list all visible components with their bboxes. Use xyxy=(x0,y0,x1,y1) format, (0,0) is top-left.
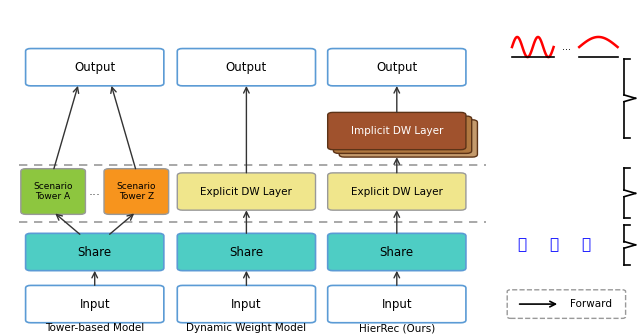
Text: Forward: Forward xyxy=(570,299,612,309)
FancyBboxPatch shape xyxy=(507,290,626,319)
FancyBboxPatch shape xyxy=(328,286,466,323)
Text: Scenario
Tower A: Scenario Tower A xyxy=(33,182,73,201)
Text: HierRec (Ours): HierRec (Ours) xyxy=(358,323,435,333)
Text: ...: ... xyxy=(562,42,571,52)
Text: Explicit DW Layer: Explicit DW Layer xyxy=(200,186,292,197)
Text: Input: Input xyxy=(79,298,110,310)
Text: Share: Share xyxy=(229,246,264,258)
Text: Input: Input xyxy=(381,298,412,310)
FancyBboxPatch shape xyxy=(177,286,316,323)
Text: Output: Output xyxy=(74,61,115,74)
Text: Dynamic Weight Model: Dynamic Weight Model xyxy=(186,323,307,333)
Text: Tower-based Model: Tower-based Model xyxy=(45,323,145,333)
Text: Share: Share xyxy=(380,246,414,258)
FancyBboxPatch shape xyxy=(26,48,164,86)
Text: Output: Output xyxy=(226,61,267,74)
Text: 🛍: 🛍 xyxy=(581,237,590,252)
FancyBboxPatch shape xyxy=(328,173,466,210)
Text: Explicit DW Layer: Explicit DW Layer xyxy=(351,186,443,197)
FancyBboxPatch shape xyxy=(328,233,466,271)
FancyBboxPatch shape xyxy=(104,169,169,214)
FancyBboxPatch shape xyxy=(333,116,472,154)
Text: Scenario
Tower Z: Scenario Tower Z xyxy=(116,182,156,201)
FancyBboxPatch shape xyxy=(20,169,86,214)
Text: Output: Output xyxy=(376,61,417,74)
FancyBboxPatch shape xyxy=(328,48,466,86)
Text: 🚗: 🚗 xyxy=(517,237,526,252)
Text: Share: Share xyxy=(77,246,112,258)
FancyBboxPatch shape xyxy=(26,286,164,323)
Text: Implicit DW Layer: Implicit DW Layer xyxy=(351,126,443,136)
FancyBboxPatch shape xyxy=(26,233,164,271)
FancyBboxPatch shape xyxy=(177,48,316,86)
FancyBboxPatch shape xyxy=(177,233,316,271)
FancyBboxPatch shape xyxy=(177,173,316,210)
Text: ...: ... xyxy=(89,185,100,198)
Text: 🎓: 🎓 xyxy=(549,237,558,252)
FancyBboxPatch shape xyxy=(339,120,477,157)
FancyBboxPatch shape xyxy=(328,112,466,150)
Text: Input: Input xyxy=(231,298,262,310)
